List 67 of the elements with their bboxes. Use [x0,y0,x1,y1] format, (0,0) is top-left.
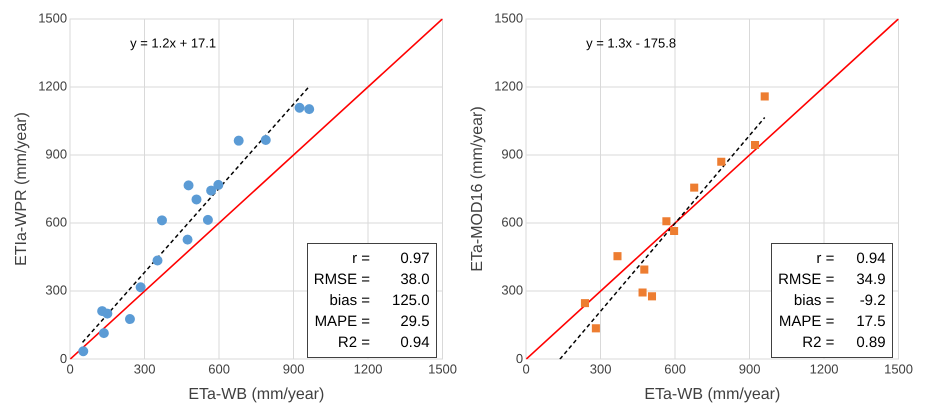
text: r = 0.94 [816,250,886,268]
x-tick-label: 1200 [810,362,839,377]
x-tick-label: 1500 [884,362,913,377]
point [202,214,213,225]
text: R2 = 0.94 [338,334,430,352]
point [102,308,112,319]
x-tick-label: 600 [208,362,230,377]
x-tick-label: 300 [134,362,156,377]
point [182,234,193,245]
point [136,282,146,292]
text: RMSE = 38.0 [314,271,430,288]
y-tick-label: 900 [45,146,68,162]
point [640,266,648,274]
y-tick-label: 600 [45,214,68,230]
y-tick-label: 600 [501,214,524,230]
text: MAPE = 29.5 [314,313,430,330]
text: bias = -9.2 [794,292,886,310]
y-tick-label: 1500 [38,10,68,26]
x-axis-title: ETa-WB (mm/year) [188,386,324,403]
text: R2 = 0.89 [802,334,886,352]
text: bias = 125.0 [330,292,430,310]
point [78,346,88,356]
point [670,226,678,236]
point [638,288,647,297]
point [662,217,670,226]
y-tick-label: 1500 [494,10,524,26]
y-axis-title: ETa-MOD16 (mm/year) [469,106,486,272]
y-tick-label: 300 [501,282,524,298]
point [294,102,305,113]
point [760,92,769,100]
y-tick-label: 1200 [38,78,68,94]
annotation: y = 1.2x + 17.1 [130,35,216,50]
point [156,215,167,226]
y-tick-label: 0 [516,350,524,366]
x-tick-label: 900 [738,362,760,377]
point [184,180,194,190]
point [592,324,600,332]
text: RMSE = 34.9 [778,271,886,288]
point [648,292,656,300]
point [613,252,622,260]
y-tick-label: 0 [60,350,68,366]
x-tick-label: 1500 [428,362,457,377]
point [124,314,135,324]
text: MAPE = 17.5 [778,313,886,330]
point [580,299,589,308]
x-tick-label: 300 [590,362,612,377]
y-tick-label: 1200 [494,78,524,94]
point [304,104,314,114]
point [206,186,216,196]
point [717,158,726,166]
point [751,140,760,150]
x-axis-title: ETa-WB (mm/year) [644,386,780,403]
text: r = 0.97 [352,250,430,268]
y-tick-label: 300 [45,282,68,298]
x-tick-label: 600 [664,362,686,377]
annotation: y = 1.3x - 175.8 [586,35,676,50]
point [234,136,244,146]
y-tick-label: 900 [501,146,524,162]
y-axis-title: ETIa-WPR (mm/year) [13,112,30,266]
point [98,328,109,338]
point [690,184,698,192]
point [260,134,271,145]
point [152,255,163,266]
x-tick-label: 900 [282,362,304,377]
x-tick-label: 1200 [354,362,383,377]
point [213,180,224,190]
point [191,194,202,204]
